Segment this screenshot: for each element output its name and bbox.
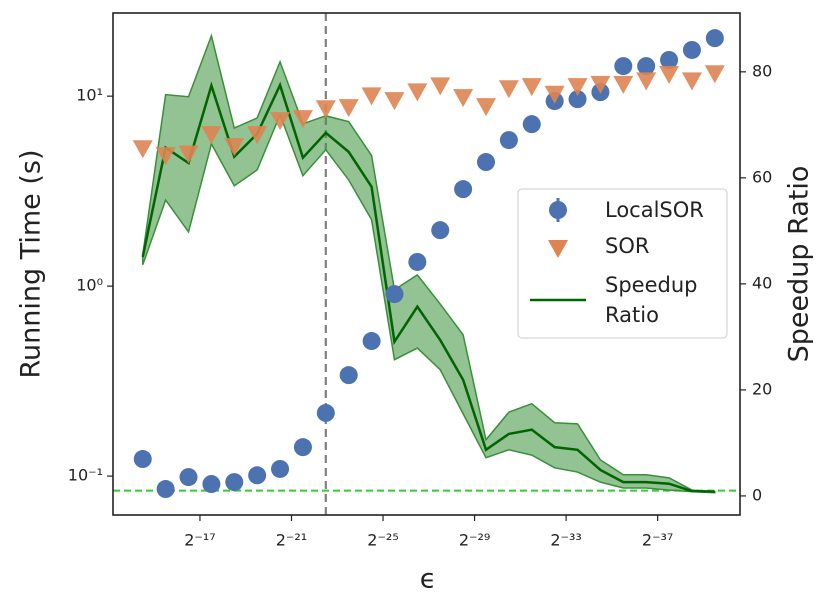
point: [270, 112, 291, 131]
x-tick-label: 2⁻³⁷: [642, 531, 673, 550]
point: [704, 65, 725, 84]
point: [660, 51, 679, 70]
point: [521, 78, 542, 97]
point: [247, 126, 268, 145]
point: [544, 85, 565, 104]
x-axis-label: ϵ: [420, 564, 437, 595]
point: [453, 89, 474, 108]
x-tick-label: 2⁻¹⁷: [184, 531, 215, 550]
point: [408, 252, 427, 271]
point: [385, 285, 404, 304]
point: [613, 75, 634, 94]
point: [430, 77, 451, 96]
y-tick-label: 10⁻¹: [68, 466, 103, 485]
y2-tick-label: 0: [752, 485, 762, 504]
y2-axis-label: Speedup Ratio: [784, 166, 815, 363]
plot-frame: [112, 12, 741, 516]
x-tick-label: 2⁻²¹: [276, 531, 307, 550]
legend-label: LocalSOR: [605, 198, 704, 222]
point: [248, 466, 267, 485]
point: [155, 147, 176, 166]
line: [141, 81, 715, 493]
point: [271, 459, 290, 478]
y2-tick-label: 60: [752, 167, 772, 186]
y2-tick-label: 40: [752, 273, 772, 292]
point: [292, 110, 313, 129]
x-tick-label: 2⁻²⁵: [367, 531, 398, 550]
point: [339, 366, 358, 385]
point: [705, 29, 724, 48]
x-tick-label: 2⁻²⁹: [459, 531, 490, 550]
point: [614, 57, 633, 76]
point: [384, 92, 405, 111]
point: [156, 480, 175, 499]
y2-tick-label: 80: [752, 61, 772, 80]
point: [637, 57, 656, 76]
y-tick-label: 10¹: [76, 86, 103, 105]
point: [682, 40, 701, 59]
point: [475, 98, 496, 117]
point: [499, 131, 518, 150]
point: [361, 87, 382, 106]
x-tick-label: 2⁻³³: [550, 531, 581, 550]
point: [476, 153, 495, 172]
point: [567, 78, 588, 97]
y-tick-label: 10⁰: [76, 276, 103, 295]
point: [225, 473, 244, 492]
point: [315, 100, 336, 119]
point: [362, 332, 381, 351]
point: [407, 83, 428, 102]
point: [681, 72, 702, 91]
point: [224, 138, 245, 157]
y2-tick-label: 20: [752, 379, 772, 398]
point: [659, 65, 680, 84]
point: [590, 75, 611, 94]
point: [316, 403, 335, 422]
legend-label: SOR: [605, 234, 649, 258]
point: [568, 90, 587, 109]
point: [293, 438, 312, 457]
legend-marker: [548, 240, 568, 258]
confidence-band: [141, 33, 716, 494]
point: [431, 221, 450, 240]
point: [498, 80, 519, 99]
legend-label: Speedup Ratio: [605, 273, 698, 327]
point: [522, 115, 541, 134]
point: [179, 468, 198, 487]
point: [132, 140, 153, 159]
point: [338, 99, 359, 118]
point: [202, 475, 221, 494]
point: [454, 180, 473, 199]
point: [201, 126, 222, 145]
point: [133, 450, 152, 469]
y-axis-label: Running Time (s): [16, 149, 47, 378]
point: [636, 72, 657, 91]
point: [178, 145, 199, 164]
